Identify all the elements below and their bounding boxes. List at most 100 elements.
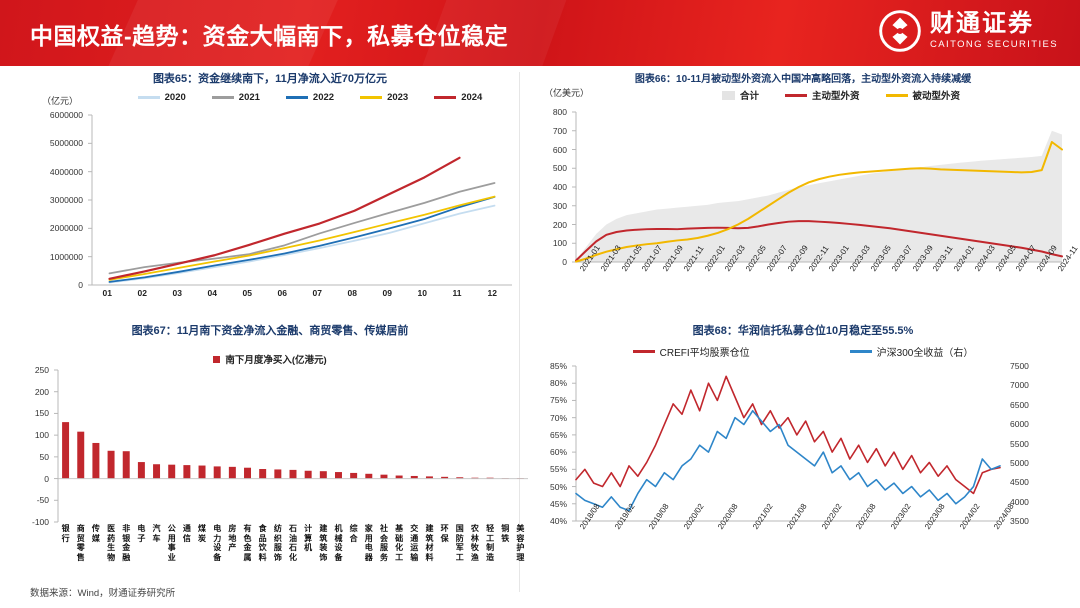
category-label: 有色金属 (243, 524, 252, 562)
legend-item-crefi: CREFI平均股票仓位 (632, 344, 750, 359)
chart-68-panel: 图表68：华润信托私募仓位10月稳定至55.5% CREFI平均股票仓位 沪深3… (536, 322, 1070, 568)
y-tick-label: 0 (78, 280, 83, 290)
legend-swatch-southbound (213, 355, 221, 363)
chart-66-y-axis: 0 100 200 300 400 500 600 700 800 (536, 107, 572, 267)
legend-swatch-passive (885, 93, 908, 97)
legend-item-southbound-net-buy: 南下月度净买入(亿港元) (213, 352, 327, 366)
category-label: 食品饮料 (258, 524, 267, 562)
y-tick-label: 0 (44, 473, 49, 484)
category-label: 铜铁 (501, 524, 510, 543)
x-tick-label: 08 (347, 288, 357, 298)
chart-67-plot (54, 369, 528, 523)
chart-67-legend: 南下月度净买入(亿港元) (20, 352, 520, 366)
legend-swatch-crefi (632, 350, 655, 353)
chart-67-y-axis: -100 -50 0 50 100 150 200 250 (20, 365, 54, 527)
y2-tick-label: 5500 (1010, 438, 1029, 449)
legend-item-2020: 2020 (137, 92, 186, 103)
caitong-logo-icon (879, 10, 921, 52)
y-tick-label: 5000000 (49, 138, 83, 149)
y-tick-label: 55% (549, 464, 567, 475)
y-tick-label: 0 (562, 257, 567, 267)
x-tick-label: 04 (207, 288, 217, 298)
chart-66-title: 图表66：10-11月被动型外资流入中国冲高略回落，主动型外资流入持续减缓 (634, 74, 972, 85)
y-tick-label: 300 (552, 200, 567, 211)
brand-name-cn: 财通证券 (930, 10, 1035, 38)
chart-68-legend: CREFI平均股票仓位 沪深300全收益（右） (556, 344, 1050, 359)
category-label: 通信 (182, 524, 191, 543)
chart-65-legend: 2020 2021 2022 2023 2024 (100, 92, 520, 103)
legend-item-passive: 被动型外资 (885, 88, 960, 102)
x-tick-label: 05 (242, 288, 252, 298)
category-label: 交通运输 (410, 524, 419, 562)
category-label: 医药生物 (107, 524, 116, 562)
y2-tick-label: 6000 (1010, 419, 1029, 430)
chart-68-y-axis-right: 3500 4000 4500 5000 5500 6000 6500 7000 7500 (1004, 361, 1046, 526)
legend-label-2021: 2021 (238, 92, 260, 103)
category-label: 美容护理 (516, 524, 525, 562)
category-label: 传媒 (91, 524, 100, 543)
category-label: 社会服务 (379, 524, 388, 562)
category-label: 商贸零售 (76, 524, 85, 562)
category-label: 计算机 (304, 524, 313, 552)
legend-swatch-2023 (360, 96, 383, 99)
y-tick-label: 45% (549, 498, 567, 509)
y-tick-label: 100 (34, 430, 49, 441)
legend-item-hs300: 沪深300全收益（右） (849, 344, 974, 359)
chart-66-legend: 合计 主动型外资 被动型外资 (626, 88, 1056, 102)
chart-68-plot (572, 365, 1001, 522)
y-tick-label: 250 (34, 365, 49, 375)
category-label: 非银金融 (122, 524, 131, 562)
y-tick-label: -100 (31, 517, 49, 527)
legend-label-2022: 2022 (312, 92, 335, 103)
legend-item-active: 主动型外资 (784, 88, 860, 102)
chart-67-panel: 图表67：11月南下资金净流入金融、商贸零售、传媒居前 南下月度净买入(亿港元)… (20, 322, 528, 568)
chart-66-panel: 图表66：10-11月被动型外资流入中国冲高略回落，主动型外资流入持续减缓 （亿… (536, 70, 1080, 322)
y-tick-label: 70% (549, 412, 567, 423)
y-tick-label: 85% (549, 361, 567, 371)
page-title: 中国权益-趋势：资金大幅南下，私募仓位稳定 (30, 23, 509, 49)
y-tick-label: 1000000 (49, 251, 83, 262)
legend-label-2024: 2024 (461, 92, 483, 103)
legend-swatch-2020 (137, 96, 160, 99)
chart-65-panel: 图表65：资金继续南下，11月净流入近70万亿元 （亿元） 2020 2021 … (20, 70, 520, 320)
y-tick-label: 500 (552, 163, 567, 174)
chart-68-y-axis-left: 40% 45% 50% 55% 60% 65% 70% 75% 80% 85% (536, 361, 572, 526)
legend-label-hs300: 沪深300全收益（右） (876, 348, 974, 359)
y-tick-label: 200 (552, 219, 567, 230)
y-tick-label: 40% (549, 516, 567, 526)
legend-label-southbound: 南下月度净买入(亿港元) (225, 355, 327, 366)
x-tick-label: 06 (277, 288, 287, 298)
category-label: 石油石化 (289, 524, 297, 562)
y2-tick-label: 4500 (1010, 477, 1029, 488)
legend-item-2024: 2024 (434, 92, 482, 103)
legend-label-active: 主动型外资 (811, 91, 860, 102)
x-tick-label: 03 (172, 288, 182, 298)
y2-tick-label: 7000 (1010, 380, 1029, 391)
category-label: 农林牧渔 (470, 524, 479, 562)
category-label: 国防军工 (455, 524, 464, 562)
y-tick-label: 150 (34, 408, 49, 419)
y-tick-label: 800 (552, 107, 567, 117)
chart-66-x-axis: 2021-01 2021-03 2021-05 2021-07 2021-09 2021-… (576, 244, 1080, 322)
y2-tick-label: 7500 (1010, 361, 1029, 371)
chart-67-title: 图表67：11月南下资金净流入金融、商贸零售、传媒居前 (131, 325, 409, 337)
chart-66-y-unit: （亿美元） (544, 88, 590, 98)
y-tick-label: 2000000 (49, 223, 83, 234)
brand-name-en: CAITONG SECURITIES (930, 39, 1058, 51)
category-label: 煤炭 (198, 524, 207, 543)
y-tick-label: 600 (552, 144, 567, 155)
y-tick-label: 60% (549, 447, 567, 458)
x-tick-label: 01 (102, 288, 112, 298)
legend-label-2023: 2023 (387, 92, 409, 103)
chart-67-category-labels: 银行 商贸零售 传媒 医药生物 非银金融 电子 汽车 公用事业 通信 煤炭 电力设备 房地产 有色金属食… (58, 524, 528, 570)
x-tick-label: 02 (137, 288, 147, 298)
y-tick-label: 50 (39, 451, 49, 462)
y2-tick-label: 6500 (1010, 399, 1029, 410)
brand-logo-group: 财通证券 CAITONG SECURITIES (879, 10, 1058, 52)
y2-tick-label: 5000 (1010, 457, 1029, 468)
chart-65-y-axis: 0 1000000 2000000 3000000 4000000 5000000 6000… (20, 110, 88, 290)
legend-item-2021: 2021 (211, 92, 260, 103)
chart-65-title: 图表65：资金继续南下，11月净流入近70万亿元 (152, 73, 388, 85)
legend-label-crefi: CREFI平均股票仓位 (659, 348, 750, 359)
y2-tick-label: 4000 (1010, 496, 1029, 507)
